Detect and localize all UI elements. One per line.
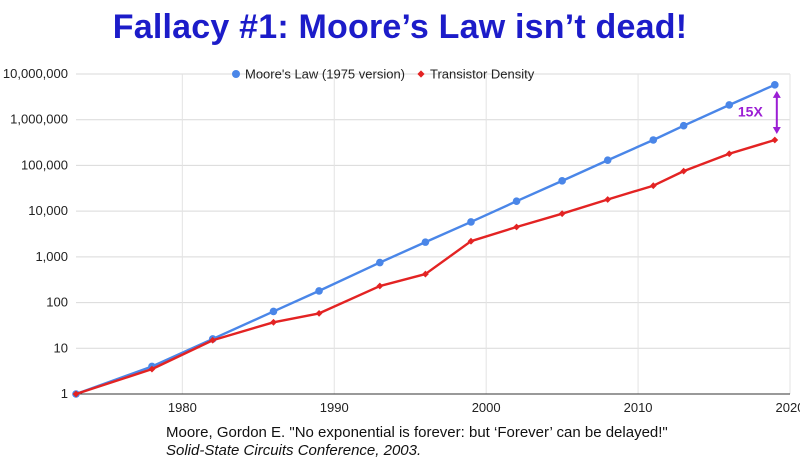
citation: Moore, Gordon E. "No exponential is fore…: [166, 424, 668, 460]
y-tick-label: 10,000,000: [3, 66, 68, 81]
annotation-arrowhead-down: [772, 126, 781, 134]
data-point-moores-law: [603, 156, 612, 165]
citation-authors: Moore, Gordon E. "No exponential is fore…: [166, 424, 668, 441]
legend-label-moores-law: Moore's Law (1975 version): [245, 67, 405, 82]
x-tick-label: 2010: [624, 400, 653, 415]
data-point-transistor-density: [467, 237, 475, 245]
data-point-moores-law: [679, 121, 688, 130]
data-point-moores-law: [269, 307, 278, 316]
data-point-transistor-density: [72, 390, 80, 398]
series-layer: [72, 81, 779, 398]
axis-layer: 1 10 100 1,000 10,000 100,000 1,000,000 10,000,…: [3, 66, 800, 415]
x-tick-label: 1980: [168, 400, 197, 415]
y-tick-label: 1: [61, 386, 68, 401]
x-tick-label: 2000: [472, 400, 501, 415]
legend: Moore's Law (1975 version) Transistor Den…: [232, 67, 535, 82]
annotation-label-15x: 15X: [738, 103, 764, 119]
data-point-transistor-density: [270, 318, 277, 326]
data-point-moores-law: [649, 136, 658, 144]
data-point-transistor-density: [771, 136, 779, 144]
legend-label-transistor-density: Transistor Density: [430, 67, 535, 82]
y-tick-label: 100,000: [21, 157, 68, 172]
data-point-transistor-density: [604, 196, 612, 203]
data-point-transistor-density: [725, 150, 733, 158]
legend-marker-transistor-density: [417, 70, 425, 78]
legend-marker-moores-law: [232, 70, 240, 78]
y-tick-label: 10,000: [28, 203, 68, 218]
data-point-moores-law: [421, 238, 430, 246]
x-tick-label: 2020: [776, 400, 800, 415]
data-point-transistor-density: [680, 167, 688, 175]
annotation-layer: 15X: [738, 90, 781, 134]
annotation-arrowhead-up: [772, 90, 781, 98]
y-tick-label: 1,000: [35, 249, 68, 264]
slide-title: Fallacy #1: Moore’s Law isn’t dead!: [112, 8, 688, 46]
data-point-moores-law: [467, 218, 475, 226]
data-point-transistor-density: [376, 282, 384, 290]
y-tick-label: 1,000,000: [10, 112, 68, 127]
data-point-transistor-density: [422, 270, 429, 278]
series-line-transistor-density: [75, 138, 776, 396]
data-point-transistor-density: [148, 365, 156, 373]
data-point-moores-law: [376, 258, 384, 267]
x-tick-label: 1990: [320, 400, 349, 415]
citation-source: Solid-State Circuits Conference, 2003.: [166, 442, 422, 459]
data-point-moores-law: [771, 81, 779, 89]
data-point-moores-law: [558, 177, 566, 185]
data-point-transistor-density: [513, 223, 520, 231]
data-point-transistor-density: [209, 336, 217, 344]
data-point-transistor-density: [558, 210, 566, 218]
data-point-transistor-density: [649, 182, 657, 190]
data-point-transistor-density: [315, 309, 323, 317]
data-point-moores-law: [512, 197, 521, 206]
y-tick-label: 100: [46, 295, 68, 310]
y-tick-label: 10: [54, 340, 68, 355]
data-point-moores-law: [315, 287, 323, 295]
moores-law-chart: 1 10 100 1,000 10,000 100,000 1,000,000 10,000,…: [3, 66, 800, 415]
data-point-moores-law: [725, 101, 734, 109]
